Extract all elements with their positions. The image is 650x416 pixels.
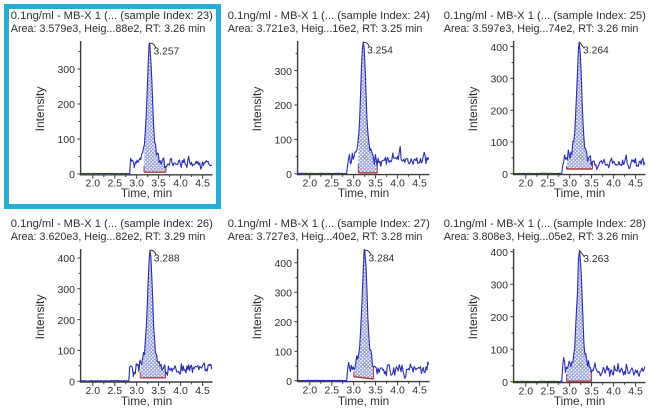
svg-text:4.0: 4.0 [173,385,188,397]
svg-text:3.284: 3.284 [368,254,394,265]
svg-text:Intensity: Intensity [33,87,47,132]
svg-text:0.1ng/ml - MB-X 1 (... (sample: 0.1ng/ml - MB-X 1 (... (sample Index: 23… [11,10,213,22]
svg-text:100: 100 [274,135,292,147]
svg-text:2.5: 2.5 [107,385,122,397]
svg-text:3.5: 3.5 [585,177,600,189]
svg-text:Time, min: Time, min [337,186,388,200]
svg-text:4.5: 4.5 [629,177,644,189]
svg-text:3.263: 3.263 [584,254,610,265]
svg-text:0: 0 [286,376,292,388]
svg-text:Intensity: Intensity [250,295,264,340]
svg-text:300: 300 [491,280,509,292]
svg-text:4.0: 4.0 [390,384,405,396]
svg-text:100: 100 [57,346,75,358]
svg-text:300: 300 [274,288,292,300]
svg-text:3.0: 3.0 [346,177,361,189]
svg-text:3.0: 3.0 [563,385,578,397]
svg-text:Area: 3.721e3, Heig...16e2, RT: Area: 3.721e3, Heig...16e2, RT: 3.25 min [227,23,422,35]
svg-text:400: 400 [274,258,292,270]
svg-text:Area: 3.597e3, Heig...74e2, RT: Area: 3.597e3, Heig...74e2, RT: 3.26 min [444,23,639,35]
svg-text:3.264: 3.264 [583,46,609,57]
svg-text:3.0: 3.0 [129,178,144,190]
svg-text:Intensity: Intensity [33,295,47,340]
svg-text:0: 0 [502,377,508,389]
svg-text:200: 200 [491,105,509,117]
svg-text:3.0: 3.0 [346,384,361,396]
svg-text:Area: 3.620e3, Heig...82e2, RT: Area: 3.620e3, Heig...82e2, RT: 3.29 min [11,231,206,243]
svg-text:2.5: 2.5 [541,385,556,397]
svg-text:4.5: 4.5 [412,177,427,189]
svg-text:4.5: 4.5 [195,178,210,190]
svg-text:100: 100 [274,347,292,359]
svg-text:3.0: 3.0 [563,177,578,189]
svg-text:400: 400 [491,247,509,259]
svg-text:4.0: 4.0 [607,177,622,189]
svg-text:300: 300 [57,64,75,76]
svg-text:2.0: 2.0 [302,177,317,189]
svg-text:3.0: 3.0 [129,385,144,397]
svg-text:300: 300 [491,74,509,86]
svg-text:2.5: 2.5 [324,384,339,396]
svg-text:0.1ng/ml - MB-X 1 (... (sample: 0.1ng/ml - MB-X 1 (... (sample Index: 25… [444,10,646,22]
svg-text:2.0: 2.0 [302,384,317,396]
svg-text:0.1ng/ml - MB-X 1 (... (sample: 0.1ng/ml - MB-X 1 (... (sample Index: 24… [227,10,429,22]
svg-text:4.0: 4.0 [173,178,188,190]
svg-text:3.5: 3.5 [151,178,166,190]
svg-text:Area: 3.808e3, Heig...05e2, RT: Area: 3.808e3, Heig...05e2, RT: 3.26 min [444,231,639,243]
svg-text:2.0: 2.0 [85,385,100,397]
svg-text:Time, min: Time, min [121,394,172,408]
svg-text:Intensity: Intensity [466,87,480,132]
svg-text:2.5: 2.5 [324,177,339,189]
svg-text:400: 400 [491,42,509,54]
svg-text:4.5: 4.5 [195,385,210,397]
svg-text:Time, min: Time, min [554,394,605,408]
svg-text:3.254: 3.254 [367,46,393,57]
svg-text:3.5: 3.5 [585,385,600,397]
svg-text:0.1ng/ml - MB-X 1 (... (sample: 0.1ng/ml - MB-X 1 (... (sample Index: 28… [444,218,646,230]
svg-text:100: 100 [491,137,509,149]
svg-text:4.5: 4.5 [629,385,644,397]
svg-text:4.0: 4.0 [607,385,622,397]
svg-text:Area: 3.727e3, Heig...40e2, RT: Area: 3.727e3, Heig...40e2, RT: 3.28 min [227,231,422,243]
svg-text:3.5: 3.5 [368,177,383,189]
svg-text:2.5: 2.5 [107,178,122,190]
svg-text:100: 100 [491,345,509,357]
svg-text:0: 0 [286,169,292,181]
svg-text:3.5: 3.5 [151,385,166,397]
svg-text:0.1ng/ml - MB-X 1 (... (sample: 0.1ng/ml - MB-X 1 (... (sample Index: 27… [227,218,429,230]
svg-text:Intensity: Intensity [250,87,264,132]
svg-text:0: 0 [69,376,75,388]
svg-text:300: 300 [57,284,75,296]
svg-text:300: 300 [274,66,292,78]
svg-text:0.1ng/ml - MB-X 1 (... (sample: 0.1ng/ml - MB-X 1 (... (sample Index: 26… [11,218,213,230]
svg-text:200: 200 [57,99,75,111]
svg-text:Time, min: Time, min [121,186,172,200]
svg-text:2.5: 2.5 [541,177,556,189]
svg-text:3.257: 3.257 [154,47,180,58]
svg-text:Time, min: Time, min [554,186,605,200]
svg-text:400: 400 [57,253,75,265]
svg-text:2.0: 2.0 [519,385,534,397]
svg-text:Intensity: Intensity [466,295,480,340]
svg-text:200: 200 [274,317,292,329]
svg-text:2.0: 2.0 [85,178,100,190]
svg-text:0: 0 [69,169,75,181]
svg-text:200: 200 [491,312,509,324]
svg-text:4.5: 4.5 [412,384,427,396]
svg-text:3.5: 3.5 [368,384,383,396]
svg-text:Time, min: Time, min [337,394,388,408]
svg-text:2.0: 2.0 [519,177,534,189]
svg-text:0: 0 [502,169,508,181]
svg-text:200: 200 [274,100,292,112]
svg-text:200: 200 [57,315,75,327]
svg-text:4.0: 4.0 [390,177,405,189]
svg-text:Area: 3.579e3, Heig...88e2, RT: Area: 3.579e3, Heig...88e2, RT: 3.26 min [11,23,206,35]
svg-text:3.288: 3.288 [154,254,180,265]
svg-text:100: 100 [57,134,75,146]
